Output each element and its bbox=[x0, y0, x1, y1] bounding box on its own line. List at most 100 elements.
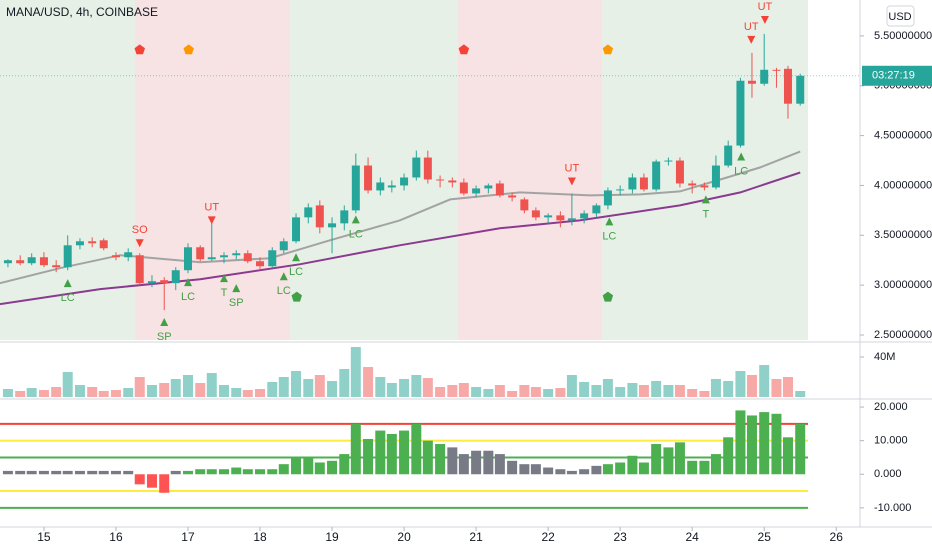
signal-label: UT bbox=[565, 162, 580, 174]
bar bbox=[411, 375, 422, 397]
signal-label: LC bbox=[734, 165, 748, 177]
bar bbox=[591, 385, 602, 397]
chart-title: MANA/USD, 4h, COINBASE bbox=[6, 5, 158, 19]
moving-average bbox=[0, 171, 801, 306]
bar bbox=[231, 467, 242, 475]
x-tick-label: 19 bbox=[325, 530, 339, 544]
bar bbox=[615, 462, 626, 475]
signal-label: T bbox=[702, 208, 709, 220]
bar bbox=[555, 469, 566, 475]
candle-body bbox=[196, 247, 205, 260]
zone-bull bbox=[0, 0, 135, 340]
candle-body bbox=[412, 157, 421, 178]
signal-marker bbox=[602, 291, 614, 302]
candle-body bbox=[27, 257, 36, 264]
x-tick-label: 23 bbox=[613, 530, 627, 544]
bar bbox=[399, 379, 410, 397]
bar bbox=[195, 383, 206, 397]
bar bbox=[62, 372, 73, 397]
bar bbox=[663, 447, 674, 475]
signal-label: SP bbox=[157, 331, 172, 343]
signal-arrow bbox=[232, 284, 241, 293]
bar bbox=[638, 462, 649, 475]
currency-label[interactable]: USD bbox=[888, 11, 911, 23]
x-tick-label: 24 bbox=[685, 530, 699, 544]
bar bbox=[26, 388, 37, 397]
bar bbox=[602, 464, 613, 475]
bar bbox=[663, 385, 674, 397]
candle-body bbox=[376, 182, 385, 191]
bar bbox=[38, 390, 49, 397]
bar bbox=[170, 379, 181, 397]
bar bbox=[651, 381, 662, 397]
bar bbox=[182, 470, 193, 475]
bar bbox=[782, 437, 793, 475]
bar bbox=[267, 382, 278, 397]
bar bbox=[494, 454, 505, 475]
candle-body bbox=[639, 177, 648, 190]
candle-body bbox=[616, 189, 625, 191]
signal-label: T bbox=[221, 287, 228, 299]
zone-bear bbox=[135, 0, 290, 340]
zone-bull bbox=[602, 0, 808, 340]
signal-marker bbox=[134, 44, 145, 55]
candle-body bbox=[39, 257, 48, 266]
bar bbox=[555, 388, 566, 397]
candle-body bbox=[495, 183, 504, 196]
candle-body bbox=[292, 217, 301, 242]
candle-body bbox=[268, 250, 277, 267]
candle-body bbox=[603, 190, 612, 206]
signal-label: LC bbox=[61, 292, 75, 304]
signal-arrow bbox=[701, 195, 710, 204]
candle-body bbox=[328, 223, 337, 228]
bar bbox=[87, 470, 98, 475]
countdown: 03:27:19 bbox=[872, 70, 915, 82]
bar bbox=[687, 389, 698, 397]
bar bbox=[170, 470, 181, 475]
bar bbox=[219, 469, 230, 475]
signal-arrow bbox=[183, 278, 192, 287]
candle-body bbox=[279, 241, 288, 251]
x-tick-label: 16 bbox=[109, 530, 123, 544]
candle-body bbox=[580, 213, 589, 219]
signal-label: UT bbox=[204, 201, 219, 213]
bar bbox=[782, 377, 793, 397]
bar bbox=[795, 391, 806, 397]
candle-body bbox=[160, 280, 169, 284]
candle-body bbox=[459, 182, 468, 194]
zone-bull bbox=[290, 0, 458, 340]
y-tick-label: 4.50000000 bbox=[874, 130, 932, 142]
bar bbox=[219, 385, 230, 397]
bar bbox=[303, 379, 314, 397]
signal-label: LC bbox=[181, 291, 195, 303]
bar bbox=[267, 469, 278, 475]
candle-body bbox=[16, 260, 25, 264]
bar bbox=[447, 385, 458, 397]
x-tick-label: 20 bbox=[397, 530, 411, 544]
bar bbox=[399, 430, 410, 475]
bar bbox=[159, 383, 170, 397]
bar bbox=[327, 460, 338, 475]
bar bbox=[363, 438, 374, 475]
bar bbox=[26, 470, 37, 475]
bar bbox=[327, 381, 338, 397]
bar bbox=[110, 390, 121, 397]
candle-body bbox=[688, 183, 697, 186]
candle-body bbox=[99, 240, 108, 249]
bar bbox=[471, 450, 482, 475]
bar bbox=[483, 389, 494, 397]
bar bbox=[458, 454, 469, 475]
bar bbox=[242, 469, 253, 475]
bar bbox=[363, 367, 374, 397]
candle-body bbox=[675, 160, 684, 184]
bar bbox=[435, 444, 446, 475]
signal-arrow bbox=[747, 35, 756, 44]
candle-body bbox=[124, 252, 133, 258]
candle-body bbox=[796, 75, 805, 104]
currency-box[interactable] bbox=[886, 5, 915, 27]
bar bbox=[735, 371, 746, 397]
x-tick-label: 21 bbox=[469, 530, 483, 544]
bar bbox=[422, 378, 433, 397]
signal-label: UT bbox=[758, 1, 773, 13]
bar bbox=[795, 423, 806, 475]
